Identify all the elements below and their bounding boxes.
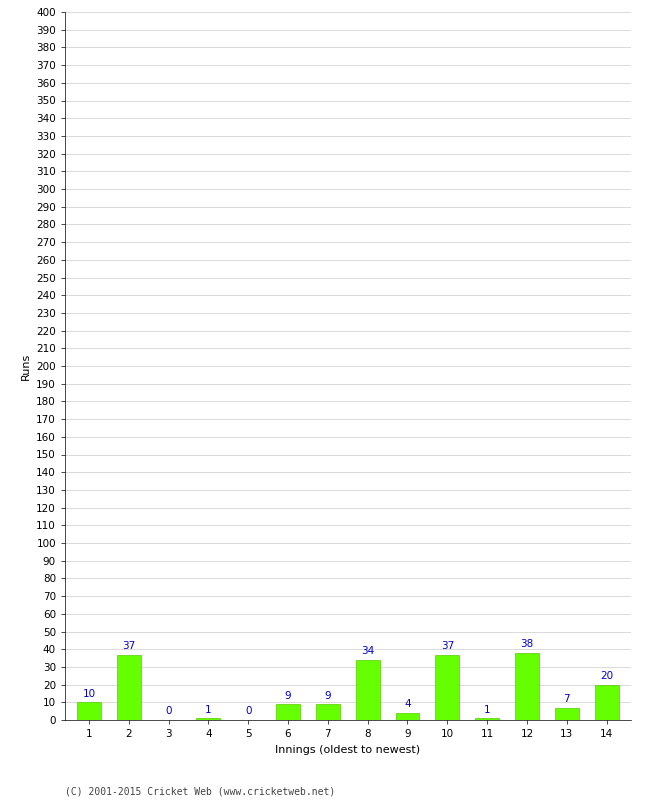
Text: 9: 9	[324, 690, 331, 701]
Text: 10: 10	[83, 689, 96, 698]
Text: 1: 1	[205, 705, 212, 714]
Text: (C) 2001-2015 Cricket Web (www.cricketweb.net): (C) 2001-2015 Cricket Web (www.cricketwe…	[65, 786, 335, 796]
Y-axis label: Runs: Runs	[21, 352, 31, 380]
Text: 4: 4	[404, 699, 411, 710]
Text: 0: 0	[165, 706, 172, 717]
Text: 37: 37	[441, 641, 454, 651]
Bar	[276, 704, 300, 720]
Text: 37: 37	[122, 641, 135, 651]
Text: 20: 20	[600, 671, 613, 681]
Text: 7: 7	[564, 694, 570, 704]
Bar	[595, 685, 619, 720]
Bar	[515, 653, 539, 720]
Bar	[316, 704, 340, 720]
Bar	[117, 654, 140, 720]
X-axis label: Innings (oldest to newest): Innings (oldest to newest)	[275, 745, 421, 754]
Bar	[436, 654, 460, 720]
Bar	[196, 718, 220, 720]
Bar	[356, 660, 380, 720]
Bar	[475, 718, 499, 720]
Text: 38: 38	[521, 639, 534, 650]
Bar	[555, 708, 578, 720]
Bar	[396, 713, 419, 720]
Text: 1: 1	[484, 705, 491, 714]
Bar	[77, 702, 101, 720]
Text: 9: 9	[285, 690, 291, 701]
Text: 34: 34	[361, 646, 374, 656]
Text: 0: 0	[245, 706, 252, 717]
